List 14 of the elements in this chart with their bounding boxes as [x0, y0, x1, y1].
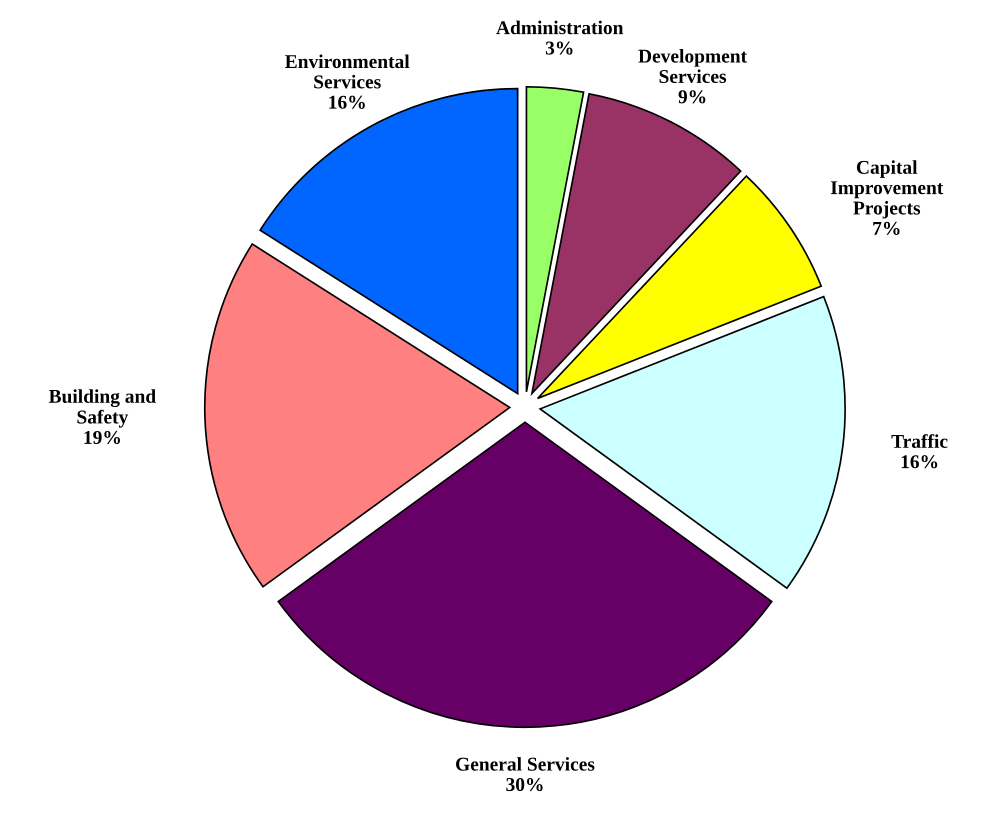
data-label: 9%: [678, 90, 706, 104]
data-label: 30%: [506, 778, 543, 792]
data-label: 3%: [546, 42, 572, 55]
slice-label: Building and Safety: [48, 389, 156, 428]
data-label: 16%: [902, 455, 938, 468]
slice-label: Development Services: [638, 49, 747, 84]
slice-label: General Services: [456, 757, 594, 771]
slice-label: Capital Improvement Projects: [830, 160, 944, 219]
slice-label: Environmental Services: [285, 54, 410, 88]
data-label: 7%: [873, 222, 900, 235]
data-label: 19%: [84, 430, 120, 444]
data-label: 16%: [329, 96, 365, 109]
slice-label: Administration: [496, 20, 624, 34]
slice-label: Traffic: [891, 434, 948, 448]
